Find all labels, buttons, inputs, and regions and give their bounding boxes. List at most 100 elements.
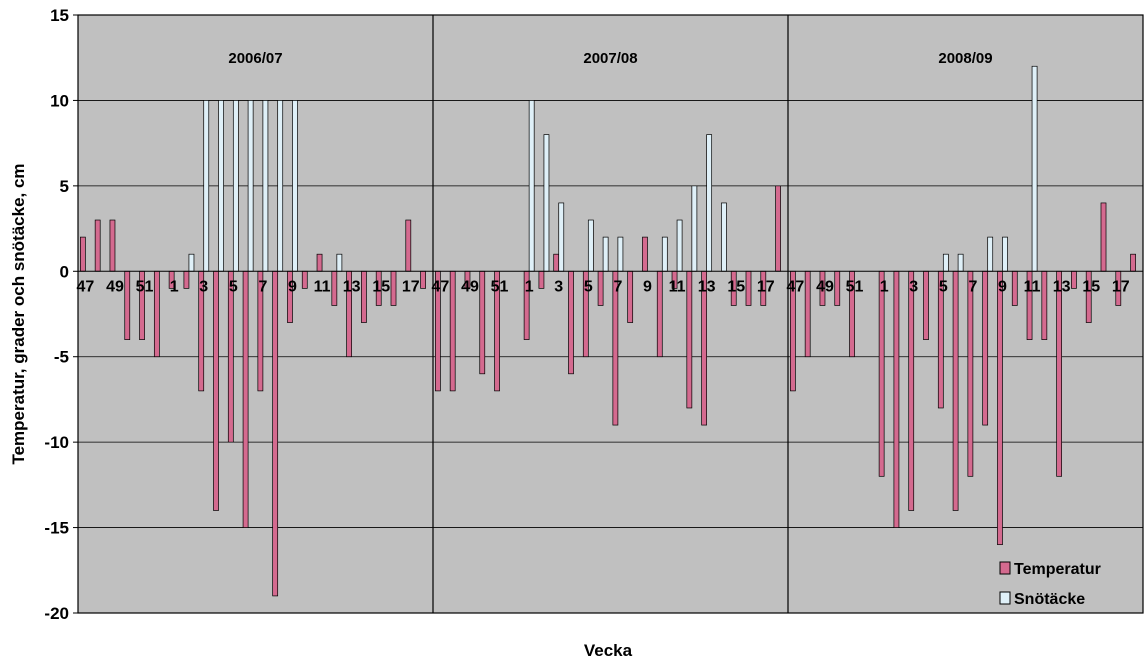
temperature-bar (642, 236, 648, 272)
snow-bar (247, 100, 254, 272)
temperature-bar (804, 270, 811, 358)
temperature-bar (109, 219, 116, 272)
x-tick-label: 11 (669, 278, 686, 295)
temperature-bar (553, 253, 560, 272)
snow-bar (661, 236, 668, 272)
temperature-bar (213, 270, 219, 511)
season-label: 2006/07 (228, 50, 282, 67)
snow-bar (691, 185, 698, 272)
y-tick-label: 10 (50, 91, 69, 110)
snow-bar (232, 100, 239, 272)
x-tick-label: 1 (170, 278, 179, 295)
temperature-bar (745, 270, 752, 306)
x-tick-label: 17 (757, 278, 775, 295)
temperature-bar (982, 270, 989, 426)
snow-bar (957, 253, 964, 272)
temperature-bar (361, 270, 367, 323)
temperature-bar (997, 270, 1003, 546)
y-axis-title: Temperatur, grader och snötäcke, cm (9, 163, 28, 464)
plot-area (78, 15, 1143, 613)
snow-bar (543, 134, 550, 272)
snow-bar (558, 202, 565, 272)
temperature-bar (686, 270, 693, 409)
temperature-bar (568, 270, 574, 375)
temperature-bar (893, 270, 900, 528)
temperature-bar (656, 270, 663, 358)
snow-bar (706, 134, 713, 272)
temperature-bar (1056, 270, 1062, 477)
legend-swatch-snotacke (999, 591, 1011, 605)
x-tick-label: 13 (1053, 278, 1071, 295)
x-tick-label: 1 (880, 278, 889, 295)
x-tick-label: 15 (727, 278, 745, 295)
temperature-bar (627, 270, 634, 323)
temperature-bar (1011, 270, 1018, 306)
temperature-bar (227, 270, 234, 443)
x-tick-label: 9 (998, 278, 1007, 295)
legend-label-temperatur: Temperatur (1014, 561, 1101, 578)
x-tick-label: 1 (525, 278, 534, 295)
temperature-bar (1071, 270, 1077, 289)
y-tick-label: 0 (60, 262, 69, 281)
x-tick-label: 9 (643, 278, 652, 295)
snow-bar (987, 236, 994, 272)
y-tick-label: -20 (44, 604, 69, 623)
snow-bar (617, 236, 624, 272)
x-tick-label: 49 (816, 278, 834, 295)
season-label: 2008/09 (938, 50, 992, 67)
snow-bar (1002, 236, 1008, 272)
x-tick-label: 17 (402, 278, 420, 295)
x-tick-label: 3 (554, 278, 563, 295)
snow-bar (528, 100, 535, 272)
temperature-bar (1130, 253, 1136, 272)
y-tick-label: 5 (60, 177, 69, 196)
temperature-bar (183, 270, 190, 289)
x-tick-label: 47 (786, 278, 804, 295)
temperature-bar (272, 270, 279, 597)
temperature-bar (1100, 202, 1107, 272)
y-axis-ticks: 15 10 5 0 -5 -10 -15 -20 (44, 6, 78, 623)
legend-swatch-temperatur (999, 561, 1011, 575)
x-tick-label: 51 (846, 278, 864, 295)
snow-bar (1031, 65, 1038, 272)
temperature-bar (405, 219, 412, 272)
x-axis-title: Vecka (584, 641, 633, 660)
snow-bar (262, 100, 269, 272)
y-tick-label: -10 (44, 433, 69, 452)
snow-bar (602, 236, 609, 272)
snow-bar (942, 253, 949, 272)
x-tick-label: 5 (229, 278, 238, 295)
temperature-bar (908, 270, 915, 511)
snow-bar (721, 202, 727, 272)
x-tick-label: 51 (136, 278, 154, 295)
season-label: 2007/08 (583, 50, 637, 67)
temperature-bar (80, 236, 86, 272)
y-tick-label: -5 (54, 348, 69, 367)
x-tick-label: 49 (106, 278, 124, 295)
snow-bar (188, 253, 195, 272)
x-axis-ticks: 47 49 51 1 3 5 7 9 11 13 15 17 47 49 51 1 3 5 7 9 11 13 15 17 47… (76, 278, 1129, 295)
temperature-bar (316, 253, 323, 272)
temperature-bar (153, 270, 160, 358)
x-tick-label: 51 (491, 278, 509, 295)
temperature-bar (331, 270, 338, 306)
snow-bar (203, 100, 210, 272)
x-tick-label: 47 (431, 278, 449, 295)
x-tick-label: 49 (461, 278, 479, 295)
y-tick-label: 15 (50, 6, 69, 25)
temperature-bar (878, 270, 885, 477)
temperature-bar (242, 270, 249, 528)
x-tick-label: 7 (258, 278, 267, 295)
x-tick-label: 5 (584, 278, 593, 295)
temperature-bar (449, 270, 456, 392)
season-dividers (432, 15, 789, 613)
x-tick-label: 3 (199, 278, 208, 295)
x-tick-label: 7 (968, 278, 977, 295)
temperature-bar (538, 270, 545, 289)
y-tick-label: -15 (44, 519, 69, 538)
plot-border (77, 14, 1144, 614)
x-tick-label: 5 (939, 278, 948, 295)
legend-label-snotacke: Snötäcke (1014, 591, 1085, 608)
snow-bar (292, 100, 298, 272)
temperature-bar (1041, 270, 1048, 340)
